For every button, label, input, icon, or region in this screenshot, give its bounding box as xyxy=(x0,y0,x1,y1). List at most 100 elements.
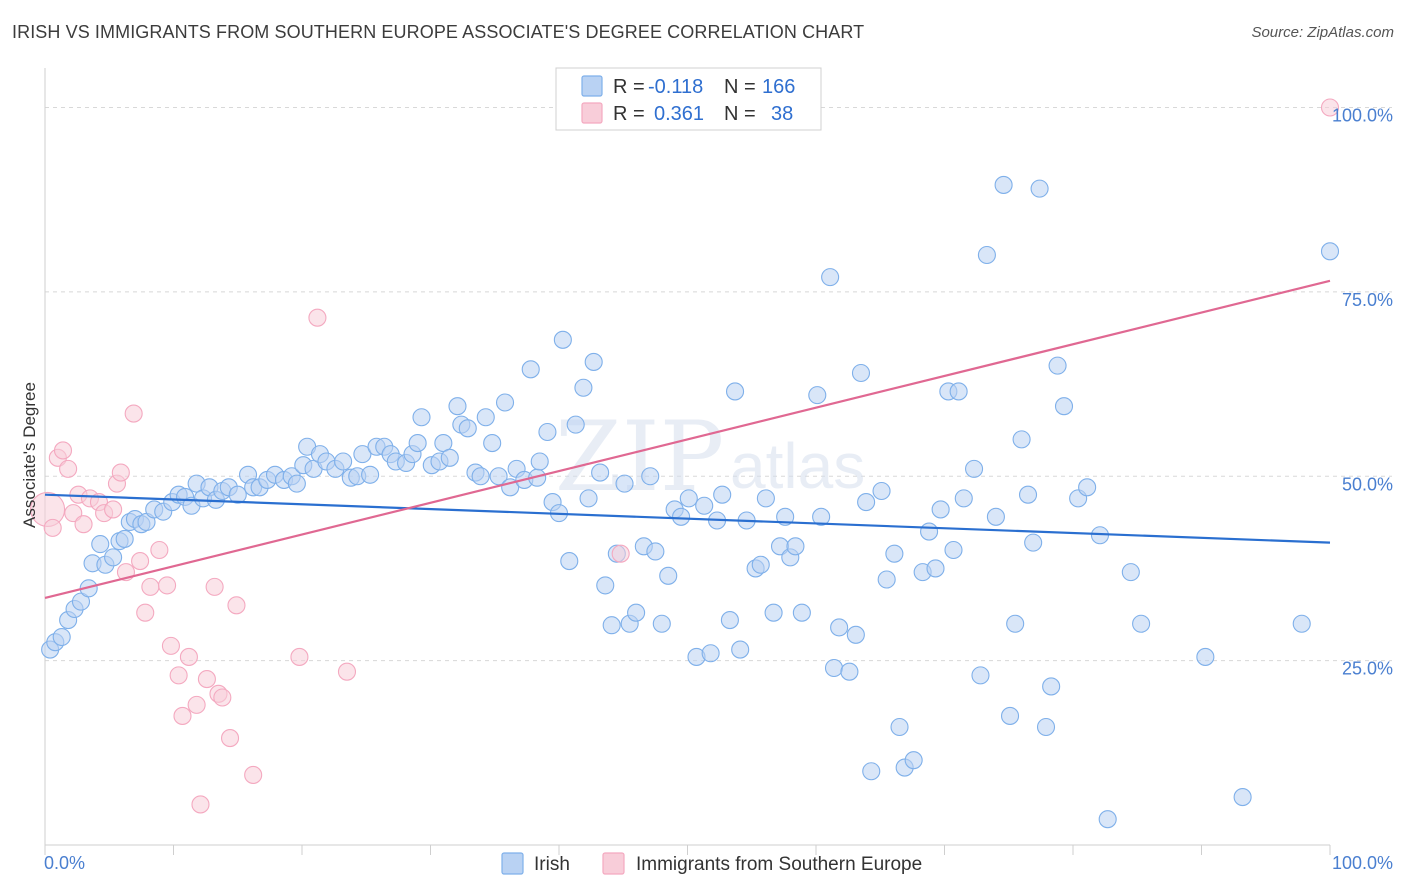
irish-point-127 xyxy=(862,762,881,781)
x-tick-labels: 0.0% 100.0% xyxy=(44,853,1393,873)
irish-point-93 xyxy=(641,467,660,486)
irish-point-129 xyxy=(877,570,896,589)
immigrants-point-28 xyxy=(205,577,224,596)
irish-point-2 xyxy=(52,627,71,647)
immigrants-point-18 xyxy=(141,577,160,596)
immigrants-point-7 xyxy=(74,515,93,534)
irish-point-87 xyxy=(602,616,621,635)
immigrants-point-5 xyxy=(64,504,83,523)
legend-swatch-irish xyxy=(581,75,603,97)
x-tick-label-1: 100.0% xyxy=(1332,853,1393,873)
irish-point-163 xyxy=(1196,647,1215,666)
watermark-atlas: atlas xyxy=(730,430,865,502)
trend-lines xyxy=(44,279,1331,600)
irish-point-68 xyxy=(489,467,508,486)
irish-point-69 xyxy=(495,393,515,412)
irish-point-119 xyxy=(812,507,831,526)
immigrants-point-24 xyxy=(179,647,198,666)
irish-point-75 xyxy=(530,452,549,471)
irish-point-73 xyxy=(521,360,540,379)
bottom-legend-swatch-irish xyxy=(501,852,524,875)
irish-point-10 xyxy=(104,548,123,567)
irish-point-155 xyxy=(1048,356,1067,375)
irish-point-116 xyxy=(786,537,805,556)
irish-point-84 xyxy=(584,352,603,371)
legend-n-label-immigrants: N = xyxy=(724,103,756,125)
irish-point-164 xyxy=(1233,788,1252,807)
legend-n-value-immigrants: 38 xyxy=(771,103,793,125)
irish-point-160 xyxy=(1098,810,1117,829)
irish-point-125 xyxy=(851,363,871,383)
irish-point-110 xyxy=(751,555,770,574)
irish-point-151 xyxy=(1024,533,1043,552)
x-tick-label-0: 0.0% xyxy=(44,853,85,873)
irish-point-82 xyxy=(574,378,593,397)
irish-point-79 xyxy=(553,330,572,349)
irish-point-104 xyxy=(713,485,732,504)
irish-point-166 xyxy=(1320,242,1340,261)
irish-point-133 xyxy=(904,751,923,770)
immigrants-point-19 xyxy=(150,540,169,560)
irish-point-128 xyxy=(872,481,891,501)
grid xyxy=(45,107,1392,662)
irish-point-149 xyxy=(1012,430,1031,449)
immigrants-point-15 xyxy=(124,404,143,423)
irish-point-85 xyxy=(591,463,610,482)
irish-point-67 xyxy=(483,434,502,453)
irish-point-123 xyxy=(840,662,859,681)
immigrants-point-37 xyxy=(611,544,630,563)
bottom-legend-swatch-immigrants xyxy=(602,852,625,875)
irish-point-146 xyxy=(994,175,1013,194)
legend-r-value-immigrants: 0.361 xyxy=(654,103,704,125)
irish-point-144 xyxy=(977,245,996,265)
irish-point-65 xyxy=(471,467,490,486)
irish-point-61 xyxy=(448,397,467,416)
irish-point-55 xyxy=(408,434,427,453)
chart-source: Source: ZipAtlas.com xyxy=(1251,24,1394,41)
irish-point-60 xyxy=(440,448,459,467)
irish-point-48 xyxy=(361,465,380,484)
irish-point-126 xyxy=(857,493,876,512)
irish-point-147 xyxy=(1000,706,1020,725)
irish-point-95 xyxy=(652,614,671,633)
irish-point-117 xyxy=(792,603,811,622)
irish-point-94 xyxy=(646,542,665,561)
immigrants-point-36 xyxy=(337,662,357,681)
irish-point-99 xyxy=(679,489,698,508)
irish-point-96 xyxy=(659,566,678,585)
irish-point-102 xyxy=(701,644,720,663)
immigrants-point-11 xyxy=(104,500,123,519)
irish-point-136 xyxy=(926,559,945,578)
irish-point-161 xyxy=(1121,563,1140,582)
immigrants-point-31 xyxy=(220,729,240,748)
immigrants-point-23 xyxy=(173,706,192,725)
immigrants-point-16 xyxy=(131,552,150,571)
irish-point-8 xyxy=(91,535,110,554)
irish-point-121 xyxy=(824,658,844,678)
irish-point-118 xyxy=(808,386,827,405)
irish-point-89 xyxy=(615,474,634,493)
legend-n-value-irish: 166 xyxy=(762,76,795,98)
irish-point-139 xyxy=(944,540,963,560)
irish-point-111 xyxy=(756,489,775,508)
immigrants-point-3 xyxy=(53,441,73,460)
immigrants-point-33 xyxy=(244,765,263,784)
irish-point-80 xyxy=(560,552,579,571)
irish-point-124 xyxy=(846,625,865,644)
irish-point-131 xyxy=(890,717,909,737)
legend: R = -0.118 N = 166 R = 0.361 N = 38 xyxy=(555,67,822,131)
irish-point-152 xyxy=(1030,179,1049,198)
immigrants-point-22 xyxy=(169,666,188,685)
data-points xyxy=(30,98,1340,829)
irish-point-158 xyxy=(1078,478,1097,497)
y-tick-label-3: 100.0% xyxy=(1332,106,1393,126)
irish-point-12 xyxy=(115,529,134,548)
y-tick-labels: 25.0% 50.0% 75.0% 100.0% xyxy=(1332,106,1393,679)
irish-point-91 xyxy=(627,603,646,622)
immigrants-point-20 xyxy=(158,576,177,595)
irish-point-44 xyxy=(334,452,353,471)
irish-point-137 xyxy=(931,500,950,519)
y-tick-label-0: 25.0% xyxy=(1342,659,1393,679)
irish-point-76 xyxy=(538,422,557,442)
